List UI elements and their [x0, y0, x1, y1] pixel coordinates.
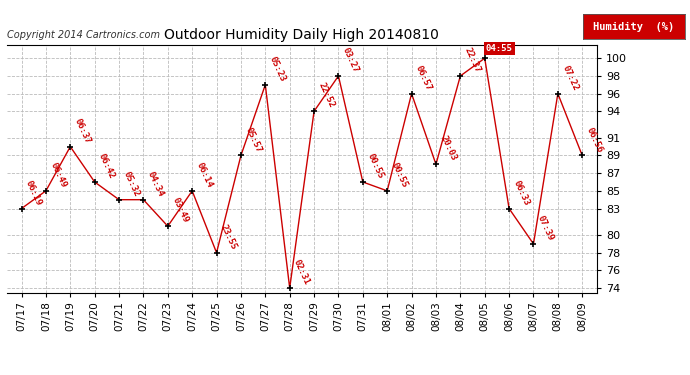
Text: 06:19: 06:19	[24, 178, 43, 207]
Text: 06:33: 06:33	[511, 178, 531, 207]
Text: 06:49: 06:49	[48, 161, 68, 189]
Text: 05:32: 05:32	[121, 170, 141, 198]
Text: 05:57: 05:57	[244, 126, 263, 154]
Text: Copyright 2014 Cartronics.com: Copyright 2014 Cartronics.com	[7, 30, 160, 40]
Title: Outdoor Humidity Daily High 20140810: Outdoor Humidity Daily High 20140810	[164, 28, 440, 42]
Text: Humidity  (%): Humidity (%)	[593, 22, 675, 32]
Text: 07:22: 07:22	[560, 64, 580, 92]
Text: 04:34: 04:34	[146, 170, 166, 198]
Text: 22:52: 22:52	[317, 81, 336, 110]
Text: 03:49: 03:49	[170, 196, 190, 224]
Text: 06:37: 06:37	[72, 117, 92, 145]
Text: 05:23: 05:23	[268, 55, 287, 83]
Text: 06:14: 06:14	[195, 161, 214, 189]
Text: 22:37: 22:37	[463, 46, 482, 74]
Text: 20:03: 20:03	[438, 134, 458, 163]
Text: 04:55: 04:55	[486, 44, 513, 53]
Text: 06:42: 06:42	[97, 152, 117, 180]
Text: 00:55: 00:55	[390, 161, 409, 189]
Text: 23:55: 23:55	[219, 223, 239, 251]
Text: 06:56: 06:56	[584, 126, 604, 154]
Text: 06:57: 06:57	[414, 64, 433, 92]
Text: 02:31: 02:31	[292, 258, 312, 286]
Text: 07:39: 07:39	[536, 214, 555, 242]
Text: 00:55: 00:55	[365, 152, 385, 180]
Text: 03:27: 03:27	[341, 46, 360, 74]
